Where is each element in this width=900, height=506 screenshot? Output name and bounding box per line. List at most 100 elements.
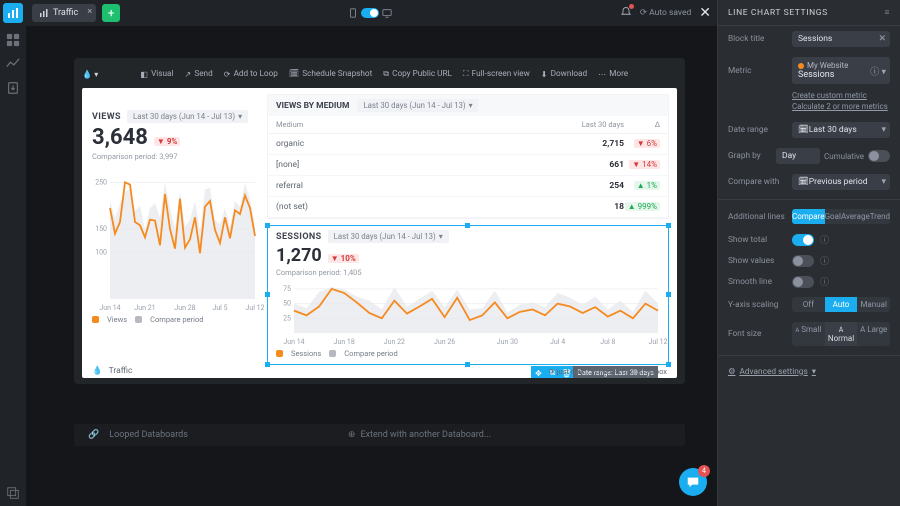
link-calc-metrics[interactable]: Calculate 2 or more metrics [792, 102, 890, 111]
svg-text:Jun 28: Jun 28 [174, 304, 195, 312]
svg-text:Jun 26: Jun 26 [434, 338, 455, 346]
tool-send[interactable]: ↗Send [184, 69, 212, 80]
device-switcher[interactable] [348, 8, 392, 18]
views-chart: 250150100Jun 14Jun 21Jun 28Jul 5Jul 12 [92, 171, 257, 311]
table-row: organic2,715▼ 6% [268, 134, 668, 155]
views-label: VIEWS [92, 112, 121, 122]
brand-logo[interactable] [3, 3, 23, 23]
tool-visual[interactable]: ◧Visual [140, 69, 173, 80]
board-icon: 💧 [92, 366, 103, 376]
sessions-legend: Sessions Compare period [276, 349, 660, 358]
sessions-comparison: Comparison period: 1,405 [276, 268, 660, 277]
add-tab-button[interactable]: + [102, 4, 120, 22]
board-name: Traffic [109, 366, 133, 376]
board: 💧 ▾ ◧Visual ↗Send ⟳Add to Loop 🗓Schedule… [74, 58, 685, 384]
svg-text:Jun 14: Jun 14 [283, 338, 304, 346]
additional-lines-seg[interactable]: CompareGoalAverageTrend [792, 209, 890, 224]
sessions-value: 1,270 ▼ 10% [276, 245, 660, 266]
settings-panel: LINE CHART SETTINGS ≡ Block title Sessio… [717, 0, 900, 506]
panel-title: LINE CHART SETTINGS [728, 8, 828, 18]
board-menu-button[interactable]: 💧 ▾ [82, 69, 98, 80]
nav-metrics-icon[interactable] [6, 57, 20, 71]
resize-handle[interactable] [265, 292, 270, 297]
link-custom-metric[interactable]: Create custom metric [792, 91, 890, 100]
autosave-status: ⟳ Auto saved [640, 8, 691, 18]
sessions-label: SESSIONS [276, 232, 322, 242]
table-row: (not set)18▲ 999% [268, 197, 668, 218]
svg-text:Jun 30: Jun 30 [497, 338, 518, 346]
tool-more[interactable]: ⋯More [598, 69, 628, 80]
compare-select[interactable]: 🗓 Previous period▾ [792, 174, 890, 190]
svg-text:Jul 8: Jul 8 [600, 338, 615, 346]
svg-text:Jun 21: Jun 21 [134, 304, 155, 312]
resize-handle[interactable] [666, 292, 671, 297]
svg-text:100: 100 [95, 248, 107, 256]
close-icon[interactable]: × [87, 7, 92, 17]
sessions-range[interactable]: Last 30 days (Jun 14 - Jul 13)▾ [328, 230, 449, 243]
vbm-range[interactable]: Last 30 days (Jun 14 - Jul 13)▾ [357, 99, 478, 112]
tool-fullscreen[interactable]: ⛶Full-screen view [463, 69, 530, 79]
device-toggle[interactable] [361, 8, 379, 18]
top-bar: Traffic × + ⟳ Auto saved ✕ [26, 0, 717, 26]
tool-schedule[interactable]: 🗓Schedule Snapshot [289, 69, 372, 79]
nav-export-icon[interactable] [6, 81, 20, 95]
tab-traffic[interactable]: Traffic × [32, 4, 96, 22]
phone-icon [348, 8, 358, 18]
vbm-title: VIEWS BY MEDIUM [276, 101, 349, 111]
nav-dashboards-icon[interactable] [6, 33, 20, 47]
svg-text:25: 25 [283, 314, 291, 322]
svg-text:Jul 12: Jul 12 [245, 304, 264, 312]
svg-text:150: 150 [95, 225, 107, 233]
left-nav [0, 0, 26, 506]
resize-handle[interactable] [666, 223, 671, 228]
graph-by-select[interactable]: Day [776, 148, 820, 164]
views-range[interactable]: Last 30 days (Jun 14 - Jul 13)▾ [127, 110, 248, 123]
desktop-icon [382, 8, 392, 18]
tool-add-loop[interactable]: ⟳Add to Loop [224, 69, 278, 80]
bottom-strip: 🔗 Looped Databoards ⊕Extend with another… [74, 424, 685, 446]
chat-badge: 4 [698, 465, 710, 477]
font-seg[interactable]: A Small A Normal A Large [792, 322, 890, 346]
tool-copy-url[interactable]: ⧉Copy Public URL [383, 69, 452, 79]
notifications-button[interactable] [620, 6, 632, 21]
views-delta: ▼ 9% [154, 137, 180, 146]
views-comparison: Comparison period: 3,997 [92, 152, 257, 161]
close-panel-button[interactable]: ✕ [699, 5, 711, 21]
tab-label: Traffic [53, 8, 78, 18]
smooth-toggle[interactable] [792, 276, 814, 288]
svg-text:Jun 18: Jun 18 [334, 338, 355, 346]
svg-text:Jul 12: Jul 12 [648, 338, 667, 346]
nav-layers-icon[interactable] [6, 486, 20, 500]
metric-select[interactable]: My Website Sessions ⓘ ▾ [792, 57, 890, 84]
tab-icon [40, 9, 48, 17]
svg-text:Jul 5: Jul 5 [212, 304, 227, 312]
looped-label[interactable]: Looped Databoards [109, 430, 188, 440]
board-toolbar: 💧 ▾ ◧Visual ↗Send ⟳Add to Loop 🗓Schedule… [82, 64, 677, 84]
panel-menu-icon[interactable]: ≡ [884, 7, 890, 18]
views-value: 3,648 ▼ 9% [92, 125, 257, 150]
svg-text:250: 250 [95, 178, 107, 186]
svg-text:Jul 4: Jul 4 [550, 338, 565, 346]
views-legend: Views Compare period [92, 315, 257, 324]
chat-button[interactable]: 4 [679, 468, 707, 496]
yaxis-seg[interactable]: OffAutoManual [792, 297, 890, 312]
advanced-settings-link[interactable]: ⚙Advanced settings ▾ [718, 360, 900, 387]
extend-button[interactable]: ⊕Extend with another Databoard... [348, 430, 491, 440]
notification-dot [629, 4, 634, 9]
resize-handle[interactable] [465, 223, 470, 228]
block-title-input[interactable]: Sessions✕ [792, 31, 890, 47]
show-total-toggle[interactable] [792, 234, 814, 246]
table-row: referral254▲ 1% [268, 176, 668, 197]
svg-text:75: 75 [283, 285, 291, 293]
sessions-delta: ▼ 10% [328, 254, 359, 263]
svg-text:Jun 14: Jun 14 [99, 304, 120, 312]
svg-text:50: 50 [283, 300, 291, 308]
svg-text:Jun 22: Jun 22 [384, 338, 405, 346]
sessions-block[interactable]: SESSIONS Last 30 days (Jun 14 - Jul 13)▾… [267, 225, 669, 365]
table-row: [none]661▼ 14% [268, 155, 668, 176]
show-values-toggle[interactable] [792, 255, 814, 267]
tool-download[interactable]: ⬇Download [541, 69, 587, 80]
cumulative-toggle[interactable] [868, 150, 890, 162]
date-range-select[interactable]: 🗓 Last 30 days▾ [792, 122, 890, 138]
resize-handle[interactable] [265, 223, 270, 228]
